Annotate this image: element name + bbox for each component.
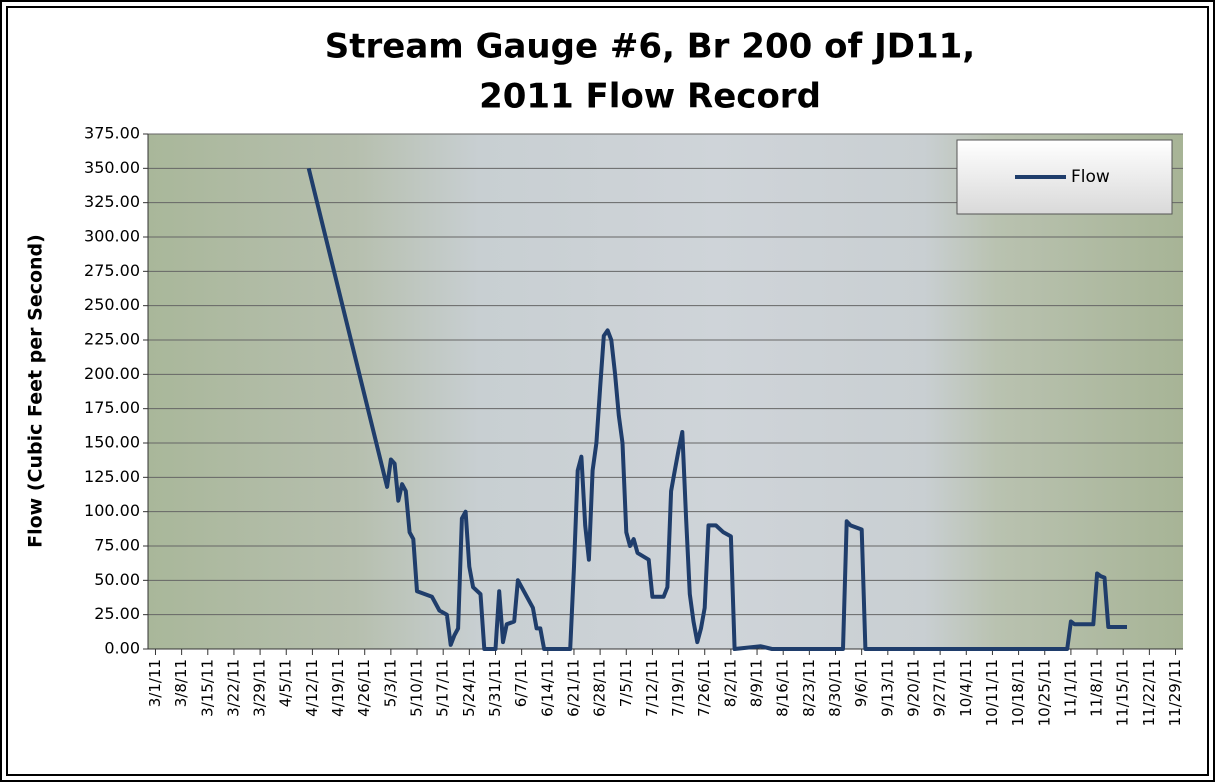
x-tick-label: 5/24/11 xyxy=(460,659,478,717)
x-tick-label: 7/12/11 xyxy=(643,659,661,717)
y-tick-label: 300.00 xyxy=(84,227,140,246)
chart-title: Stream Gauge #6, Br 200 of JD11, xyxy=(325,27,975,67)
y-tick-label: 350.00 xyxy=(84,158,140,177)
x-tick-label: 5/17/11 xyxy=(434,659,452,717)
y-tick-label: 275.00 xyxy=(84,261,140,280)
x-tick-label: 8/9/11 xyxy=(748,659,766,707)
x-tick-label: 11/29/11 xyxy=(1166,659,1184,726)
x-tick-label: 8/23/11 xyxy=(800,659,818,717)
y-tick-label: 175.00 xyxy=(84,398,140,417)
y-tick-label: 75.00 xyxy=(94,536,140,555)
x-tick-label: 3/8/11 xyxy=(172,659,190,707)
y-tick-label: 250.00 xyxy=(84,295,140,314)
x-tick-label: 11/1/11 xyxy=(1061,659,1079,717)
y-tick-label: 100.00 xyxy=(84,501,140,520)
x-tick-label: 6/28/11 xyxy=(591,659,609,717)
y-tick-label: 0.00 xyxy=(104,639,140,658)
y-tick-label: 225.00 xyxy=(84,330,140,349)
x-tick-label: 5/10/11 xyxy=(408,659,426,717)
x-tick-label: 9/27/11 xyxy=(931,659,949,717)
y-tick-label: 325.00 xyxy=(84,192,140,211)
y-axis-label: Flow (Cubic Feet per Second) xyxy=(25,234,47,548)
x-tick-label: 8/2/11 xyxy=(721,659,739,707)
x-tick-label: 10/4/11 xyxy=(957,659,975,717)
inner-frame xyxy=(6,6,1209,776)
x-tick-label: 9/20/11 xyxy=(904,659,922,717)
y-tick-label: 200.00 xyxy=(84,364,140,383)
x-tick-label: 3/29/11 xyxy=(251,659,269,717)
x-tick-label: 4/12/11 xyxy=(303,659,321,717)
chart-title: 2011 Flow Record xyxy=(479,77,821,117)
y-tick-label: 150.00 xyxy=(84,433,140,452)
x-tick-label: 4/19/11 xyxy=(329,659,347,717)
x-tick-label: 8/16/11 xyxy=(774,659,792,717)
x-tick-label: 7/19/11 xyxy=(669,659,687,717)
x-tick-label: 9/13/11 xyxy=(878,659,896,717)
x-tick-label: 10/18/11 xyxy=(1009,659,1027,726)
x-tick-label: 11/15/11 xyxy=(1114,659,1132,726)
x-tick-label: 11/22/11 xyxy=(1140,659,1158,726)
x-tick-label: 3/15/11 xyxy=(198,659,216,717)
x-tick-label: 6/14/11 xyxy=(538,659,556,717)
x-tick-label: 7/5/11 xyxy=(617,659,635,707)
y-tick-label: 50.00 xyxy=(94,570,140,589)
x-tick-label: 10/11/11 xyxy=(983,659,1001,726)
x-tick-label: 9/6/11 xyxy=(852,659,870,707)
x-tick-label: 6/7/11 xyxy=(512,659,530,707)
legend: Flow xyxy=(956,139,1173,215)
x-tick-label: 5/31/11 xyxy=(486,659,504,717)
x-tick-label: 4/26/11 xyxy=(355,659,373,717)
x-tick-label: 8/30/11 xyxy=(826,659,844,717)
x-tick-label: 7/26/11 xyxy=(695,659,713,717)
x-tick-label: 6/21/11 xyxy=(564,659,582,717)
flow-line xyxy=(306,167,1127,651)
x-tick-label: 3/22/11 xyxy=(224,659,242,717)
x-tick-label: 4/5/11 xyxy=(277,659,295,707)
legend-label: Flow xyxy=(1071,167,1110,187)
y-tick-label: 375.00 xyxy=(84,124,140,143)
y-tick-label: 125.00 xyxy=(84,467,140,486)
y-tick-label: 25.00 xyxy=(94,604,140,623)
x-tick-label: 11/8/11 xyxy=(1088,659,1106,717)
x-tick-label: 10/25/11 xyxy=(1035,659,1053,726)
x-tick-label: 5/3/11 xyxy=(381,659,399,707)
x-tick-label: 3/1/11 xyxy=(146,659,164,707)
